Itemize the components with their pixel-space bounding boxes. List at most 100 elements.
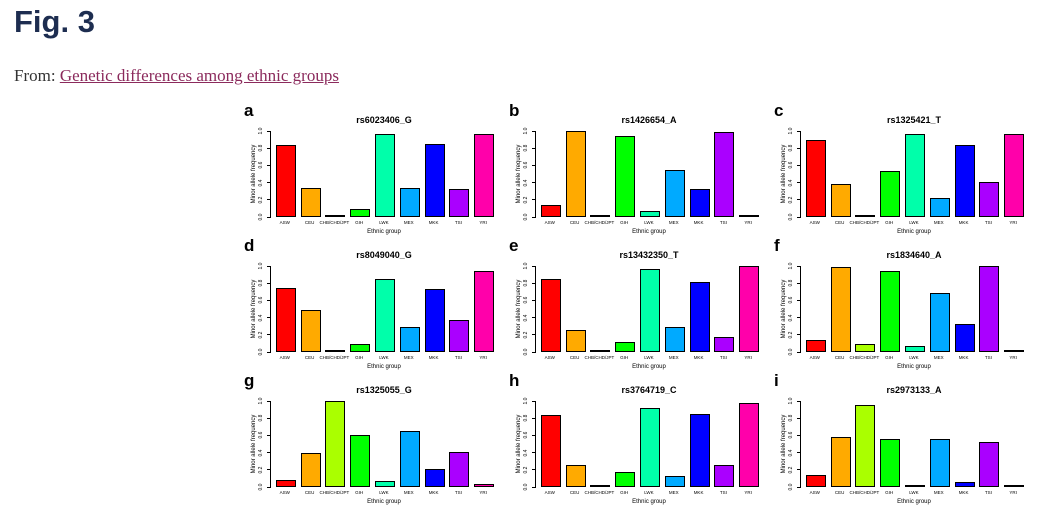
x-tick-row: ASW CEU CHB/CHD/JPT GIH LWK MEX MKK TSI YRI [535,220,763,225]
bar-yri [474,483,495,487]
y-tick-mark [797,351,801,353]
panel-letter: c [774,101,784,120]
x-tick-label: MEX [668,355,679,360]
y-tick-mark [267,486,271,488]
x-tick-label: ASW [809,355,820,360]
x-tick-label: MEX [403,490,414,495]
bar-chb-chd-jpt [325,350,346,352]
x-tick-row: ASW CEU CHB/CHD/JPT GIH LWK MEX MKK TSI YRI [800,355,1028,360]
bar-tsi [449,451,470,487]
bar-mkk [954,323,975,352]
y-tick-label: 0.2 [788,466,794,474]
bar-chb-chd-jpt [590,485,611,487]
x-tick-label: MKK [428,355,439,360]
bars-row [271,401,499,487]
y-tick-mark [797,147,801,149]
y-tick-label: 0.4 [523,314,529,322]
y-tick-label: 1.0 [523,262,529,270]
bar-yri [739,215,760,217]
figure-grid: a rs6023406_G Minor allele frequency 0.0 0.2… [240,101,1035,509]
bar-chb-chd-jpt [855,405,876,487]
bar-tsi [979,266,1000,352]
x-tick-label: YRI [1009,490,1017,495]
x-tick-label: MEX [933,220,944,225]
x-tick-label: CEU [834,355,845,360]
chart-title: rs8049040_G [356,250,412,260]
x-tick-label: YRI [1009,355,1017,360]
bar-ceu [830,266,851,352]
x-tick-row: ASW CEU CHB/CHD/JPT GIH LWK MEX MKK TSI YRI [270,220,498,225]
bars-row [801,131,1029,217]
y-tick-label: 0.8 [523,414,529,422]
x-tick-label: CEU [569,220,580,225]
bar-mkk [954,144,975,217]
bar-yri [1004,133,1025,217]
y-tick-mark [797,199,801,201]
y-tick-label: 0.0 [258,348,264,356]
y-tick-label: 0.6 [523,296,529,304]
y-tick-mark [532,130,536,132]
x-tick-label: MKK [693,220,704,225]
y-tick-label: 0.0 [523,348,529,356]
y-tick-mark [797,216,801,218]
bar-gih [880,438,901,487]
y-tick-label: 1.0 [258,397,264,405]
y-tick-label: 0.8 [523,279,529,287]
bar-asw [805,339,826,352]
x-tick-label: TSI [454,490,462,495]
y-tick-mark [797,400,801,402]
bar-asw [540,278,561,352]
bars-row [536,401,764,487]
x-tick-label: MKK [693,490,704,495]
x-tick-label: YRI [479,490,487,495]
x-tick-label: GIH [355,490,364,495]
y-tick-label: 0.0 [788,483,794,491]
panel-letter: b [509,101,520,120]
x-tick-label: YRI [1009,220,1017,225]
y-tick-mark [797,469,801,471]
y-tick-label: 0.4 [258,314,264,322]
bar-ceu [565,131,586,217]
x-tick-label: MKK [958,220,969,225]
x-tick-label: CEU [569,355,580,360]
y-tick-label: 0.8 [788,279,794,287]
bar-mkk [689,413,710,487]
x-tick-label: YRI [744,220,752,225]
bar-tsi [714,131,735,217]
x-tick-label: TSI [454,355,462,360]
x-tick-label: CEU [304,490,315,495]
y-tick-label: 0.6 [788,161,794,169]
x-axis-label: Ethnic group [897,229,931,235]
x-tick-label: CEU [304,355,315,360]
x-tick-label: YRI [479,355,487,360]
y-tick-label: 0.2 [523,196,529,204]
plot-area: 0.0 0.2 0.4 0.6 0.8 1.0 [788,263,1029,355]
bar-asw [275,288,296,352]
y-tick-mark [532,434,536,436]
x-tick-label: ASW [279,220,290,225]
x-tick-label: GIH [620,220,629,225]
bar-gih [880,170,901,217]
x-tick-row: ASW CEU CHB/CHD/JPT GIH LWK MEX MKK TSI YRI [270,490,498,495]
bar-ceu [300,452,321,487]
x-tick-label: MKK [958,355,969,360]
y-tick-mark [267,164,271,166]
chart-title: rs1325055_G [356,385,412,395]
x-axis-label: Ethnic group [897,499,931,505]
bar-yri [1004,485,1025,487]
y-tick-mark [797,265,801,267]
y-tick-mark [267,334,271,336]
y-tick-mark [267,299,271,301]
x-axis-label: Ethnic group [632,229,666,235]
x-tick-label: LWK [644,490,654,495]
y-tick-mark [267,351,271,353]
y-tick-label: 0.4 [258,449,264,457]
bar-lwk [374,480,395,487]
bar-asw [275,144,296,217]
bar-mkk [954,481,975,487]
y-tick-mark [532,182,536,184]
y-tick-mark [532,417,536,419]
x-tick-label: ASW [279,490,290,495]
x-tick-label: GIH [885,490,894,495]
source-link[interactable]: Genetic differences among ethnic groups [59,66,339,85]
